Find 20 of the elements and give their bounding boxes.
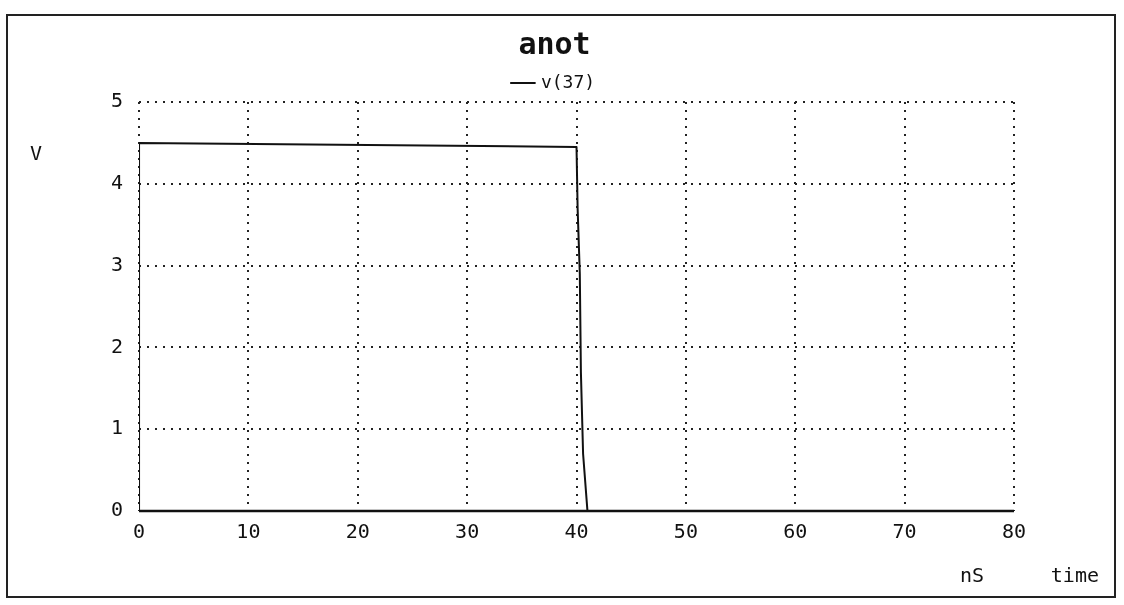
y-tick-label: 5 [110, 88, 124, 113]
x-tick-label: 0 [133, 519, 146, 544]
y-tick-label: 4 [110, 170, 124, 194]
x-tick-label: 30 [455, 519, 480, 544]
x-tick-label: 60 [783, 519, 808, 544]
x-tick-label: 80 [1001, 519, 1027, 544]
chart-title: anot [518, 25, 591, 61]
y-tick-label: 1 [110, 415, 124, 440]
y-tick-label: 2 [110, 333, 124, 358]
legend-label: v(37) [540, 70, 596, 92]
y-tick-label: 3 [110, 251, 124, 276]
x-tick-label: 10 [236, 519, 261, 544]
x-axis-title: time [1050, 563, 1099, 588]
x-tick-label: 20 [345, 519, 370, 544]
x-tick-label: 50 [673, 519, 698, 544]
x-tick-label: 70 [892, 519, 917, 544]
y-axis-title: V [29, 141, 43, 166]
x-tick-label: 40 [564, 519, 589, 544]
text: nS [959, 563, 984, 588]
y-tick-label: 0 [110, 497, 124, 522]
